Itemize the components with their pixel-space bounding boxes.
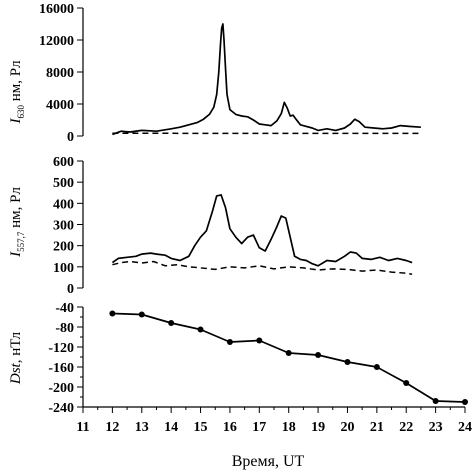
- y-tick-label: -240: [48, 401, 74, 416]
- y-tick-label: 8000: [46, 66, 74, 81]
- x-tick-label: 21: [370, 420, 384, 435]
- panel-630nm: I630 нм, Рл 0 4000 8000 12000 16000: [8, 2, 421, 145]
- panel-557nm-ylabel: I557,7 нм, Рл: [8, 187, 26, 258]
- panel-630nm-yticks: 0 4000 8000 12000 16000: [39, 2, 83, 145]
- y-tick-label: 12000: [39, 34, 74, 49]
- x-tick-label: 15: [194, 420, 208, 435]
- y-tick-label: 200: [53, 240, 74, 255]
- y-tick-label: 0: [67, 130, 74, 145]
- x-tick-label: 20: [340, 420, 354, 435]
- dst-point: [373, 364, 380, 370]
- background-dashed-line: [112, 260, 413, 275]
- y-tick-label: 0: [67, 282, 74, 297]
- dst-point: [432, 398, 439, 404]
- y-tick-label: -40: [55, 301, 74, 316]
- y-tick-label: 100: [53, 261, 74, 276]
- panel-557nm-series: [111, 194, 413, 275]
- intensity-line: [112, 23, 421, 136]
- panel-dst-yticks: -240 -200 -160 -120 -80 -40: [48, 301, 83, 416]
- panel-557nm: I557,7 нм, Рл 0 100 200 300 400 500 600: [8, 155, 413, 297]
- x-tick-label: 16: [223, 420, 237, 435]
- x-tick-label: 12: [105, 420, 119, 435]
- panel-630nm-ylabel: I630 нм, Рл: [8, 60, 26, 125]
- panel-557nm-yticks: 0 100 200 300 400 500 600: [53, 155, 83, 297]
- x-axis-label: Время, UT: [232, 453, 305, 470]
- panel-dst: Dst, нТл -240 -200 -160 -120 -80 -40 11 12 13 14…: [8, 301, 472, 470]
- y-tick-label: 300: [53, 219, 74, 234]
- intensity-line: [112, 312, 466, 403]
- dst-point: [226, 339, 233, 345]
- x-tick-label: 24: [458, 420, 472, 435]
- x-tick-label: 22: [399, 420, 413, 435]
- y-tick-label: 600: [53, 155, 74, 170]
- panel-dst-xticks: 11 12 13 14 15 16 17 18 19 20 21 22 23 24: [76, 407, 472, 435]
- dst-point: [403, 380, 410, 386]
- x-tick-label: 14: [164, 420, 178, 435]
- y-tick-label: -160: [48, 361, 74, 376]
- dst-point: [109, 310, 116, 317]
- y-tick-label: -80: [55, 321, 74, 336]
- y-tick-label: -120: [48, 341, 74, 356]
- x-tick-label: 11: [76, 420, 89, 435]
- dst-point: [168, 320, 175, 326]
- dst-point: [344, 359, 351, 365]
- x-tick-label: 18: [282, 420, 296, 435]
- dst-point: [462, 399, 468, 405]
- y-tick-label: 4000: [46, 98, 74, 113]
- dst-point: [197, 326, 204, 333]
- panel-630nm-series: [112, 23, 421, 136]
- panel-dst-series: [109, 310, 468, 405]
- dst-point: [315, 352, 322, 358]
- x-tick-label: 19: [311, 420, 325, 435]
- dst-point: [138, 311, 145, 318]
- dst-point: [256, 337, 263, 344]
- intensity-line: [111, 194, 413, 267]
- y-tick-label: 500: [53, 176, 74, 191]
- y-tick-label: -200: [48, 381, 74, 396]
- x-tick-label: 13: [135, 420, 149, 435]
- x-tick-label: 17: [252, 420, 266, 435]
- panel-dst-ylabel: Dst, нТл: [8, 331, 24, 385]
- y-tick-label: 400: [53, 197, 74, 212]
- y-tick-label: 16000: [39, 2, 74, 17]
- x-tick-label: 23: [429, 420, 443, 435]
- dst-point: [285, 350, 292, 356]
